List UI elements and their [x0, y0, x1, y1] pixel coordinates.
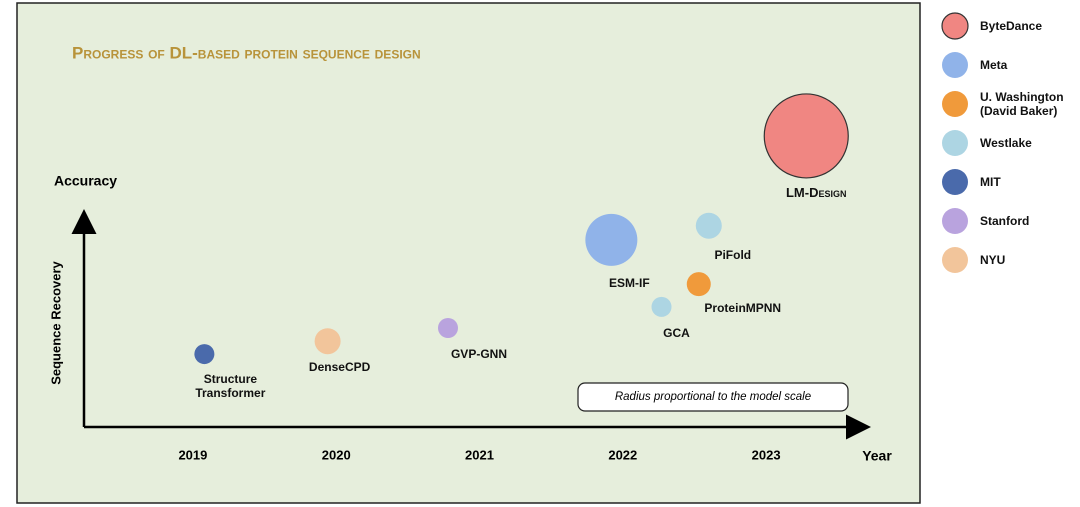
legend-marker [942, 91, 968, 117]
x-tick-label: 2023 [752, 447, 781, 462]
legend-marker [942, 208, 968, 234]
annotation: Radius proportional to the model scale [615, 391, 811, 403]
bubble-label: LM-Design [785, 184, 847, 200]
legend-label: U. Washington (David Baker) [980, 90, 1064, 118]
bubble [585, 213, 638, 266]
legend-marker [942, 169, 968, 195]
x-tick-label: 2021 [465, 447, 494, 462]
legend-label: NYU [980, 253, 1006, 267]
chart-title: Progress of DL-based protein sequence de… [72, 43, 421, 62]
legend-marker [942, 247, 968, 273]
legend-label: Meta [980, 58, 1008, 72]
legend-label: Stanford [980, 214, 1030, 228]
bubble [437, 318, 458, 338]
legend-marker [942, 52, 968, 78]
bubble [763, 93, 849, 179]
bubble-label: GVP-GNN [450, 347, 507, 361]
bubble-label: ProteinMPNN [704, 301, 782, 316]
bubble-label: Structure Transformer [195, 372, 266, 401]
bubble [695, 212, 722, 239]
bubble-label: GCA [663, 325, 690, 340]
legend-label: Westlake [980, 136, 1032, 150]
legend-marker [942, 130, 968, 156]
x-axis-title: Year [862, 448, 892, 464]
x-tick-label: 2020 [322, 447, 351, 462]
legend-marker [941, 12, 969, 40]
annotation-box [577, 382, 849, 412]
y-axis-title-top: Accuracy [54, 173, 117, 189]
bubble [194, 344, 215, 365]
x-tick-label: 2022 [608, 447, 637, 462]
plot-panel [16, 2, 921, 504]
y-axis-title: Sequence Recovery [48, 260, 63, 384]
x-tick-label: 2019 [178, 447, 207, 462]
legend-label: MIT [980, 175, 1001, 189]
bubble [651, 296, 672, 317]
bubble-label: PiFold [714, 247, 752, 262]
bubble [686, 272, 711, 297]
legend-label: ByteDance [980, 19, 1043, 33]
bubble-label: DenseCPD [308, 360, 371, 375]
bubble-label: ESM-IF [609, 275, 650, 290]
bubble [314, 328, 341, 355]
